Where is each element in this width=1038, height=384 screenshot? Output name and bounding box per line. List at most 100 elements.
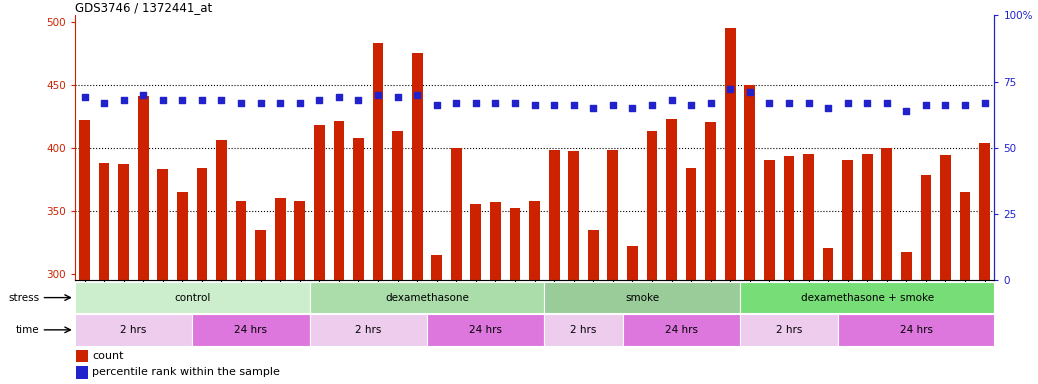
Point xyxy=(487,99,503,106)
Point xyxy=(644,102,660,108)
Bar xyxy=(979,142,990,280)
Point xyxy=(741,89,758,95)
Point xyxy=(624,105,640,111)
Point xyxy=(526,102,543,108)
Point xyxy=(507,99,523,106)
Bar xyxy=(725,28,736,280)
Bar xyxy=(862,154,873,280)
Bar xyxy=(309,282,544,313)
Point xyxy=(878,99,895,106)
Point xyxy=(800,99,817,106)
Point xyxy=(429,102,445,108)
Point xyxy=(389,94,406,101)
Bar xyxy=(450,147,462,280)
Bar xyxy=(544,282,740,313)
Point xyxy=(957,102,974,108)
Point xyxy=(898,108,914,114)
Text: 2 hrs: 2 hrs xyxy=(355,325,381,335)
Bar xyxy=(176,192,188,280)
Bar xyxy=(373,43,383,280)
Bar xyxy=(412,53,422,280)
Point xyxy=(448,99,465,106)
Text: time: time xyxy=(16,325,39,335)
Bar xyxy=(216,140,227,280)
Bar xyxy=(490,202,500,280)
Point xyxy=(820,105,837,111)
Bar xyxy=(76,366,87,379)
Point xyxy=(781,99,797,106)
Point xyxy=(722,86,739,93)
Point xyxy=(663,97,680,103)
Bar xyxy=(940,155,951,280)
Point xyxy=(937,102,954,108)
Point xyxy=(858,99,875,106)
Text: dexamethasone + smoke: dexamethasone + smoke xyxy=(800,293,934,303)
Text: smoke: smoke xyxy=(625,293,659,303)
Bar xyxy=(838,314,994,346)
Point xyxy=(566,102,582,108)
Point xyxy=(918,102,934,108)
Point xyxy=(155,97,171,103)
Bar xyxy=(881,147,893,280)
Point xyxy=(840,99,856,106)
Text: count: count xyxy=(92,351,124,361)
Bar xyxy=(118,164,129,280)
Bar xyxy=(549,150,559,280)
Point xyxy=(977,99,993,106)
Point xyxy=(409,92,426,98)
Point xyxy=(604,102,621,108)
Point xyxy=(95,99,112,106)
Text: GDS3746 / 1372441_at: GDS3746 / 1372441_at xyxy=(75,1,212,14)
Point xyxy=(585,105,602,111)
Point xyxy=(703,99,719,106)
Point xyxy=(546,102,563,108)
Bar xyxy=(309,314,427,346)
Text: 24 hrs: 24 hrs xyxy=(900,325,932,335)
Bar xyxy=(392,131,403,280)
Bar xyxy=(99,163,109,280)
Point xyxy=(76,94,92,101)
Bar xyxy=(158,169,168,280)
Bar xyxy=(75,282,309,313)
Bar xyxy=(740,282,994,313)
Bar xyxy=(313,125,325,280)
Bar xyxy=(196,168,208,280)
Bar xyxy=(79,120,90,280)
Bar xyxy=(705,122,716,280)
Bar xyxy=(666,119,677,280)
Point xyxy=(311,97,328,103)
Point xyxy=(213,97,229,103)
Bar xyxy=(255,230,266,280)
Point xyxy=(115,97,132,103)
Point xyxy=(233,99,249,106)
Bar xyxy=(740,314,838,346)
Bar xyxy=(76,350,87,362)
Point xyxy=(272,99,289,106)
Bar xyxy=(823,248,834,280)
Point xyxy=(135,92,152,98)
Point xyxy=(370,92,386,98)
Bar xyxy=(607,150,619,280)
Bar xyxy=(510,208,520,280)
Text: 24 hrs: 24 hrs xyxy=(235,325,268,335)
Point xyxy=(194,97,211,103)
Bar xyxy=(921,175,931,280)
Bar xyxy=(432,255,442,280)
Point xyxy=(761,99,777,106)
Bar xyxy=(647,131,657,280)
Text: stress: stress xyxy=(8,293,39,303)
Text: dexamethasone: dexamethasone xyxy=(385,293,469,303)
Bar xyxy=(960,192,971,280)
Text: control: control xyxy=(174,293,211,303)
Bar xyxy=(470,204,482,280)
Bar xyxy=(627,246,637,280)
Bar xyxy=(236,200,246,280)
Bar xyxy=(623,314,740,346)
Bar xyxy=(192,314,309,346)
Bar xyxy=(333,121,345,280)
Bar xyxy=(569,151,579,280)
Point xyxy=(350,97,366,103)
Bar xyxy=(295,200,305,280)
Point xyxy=(467,99,484,106)
Point xyxy=(174,97,191,103)
